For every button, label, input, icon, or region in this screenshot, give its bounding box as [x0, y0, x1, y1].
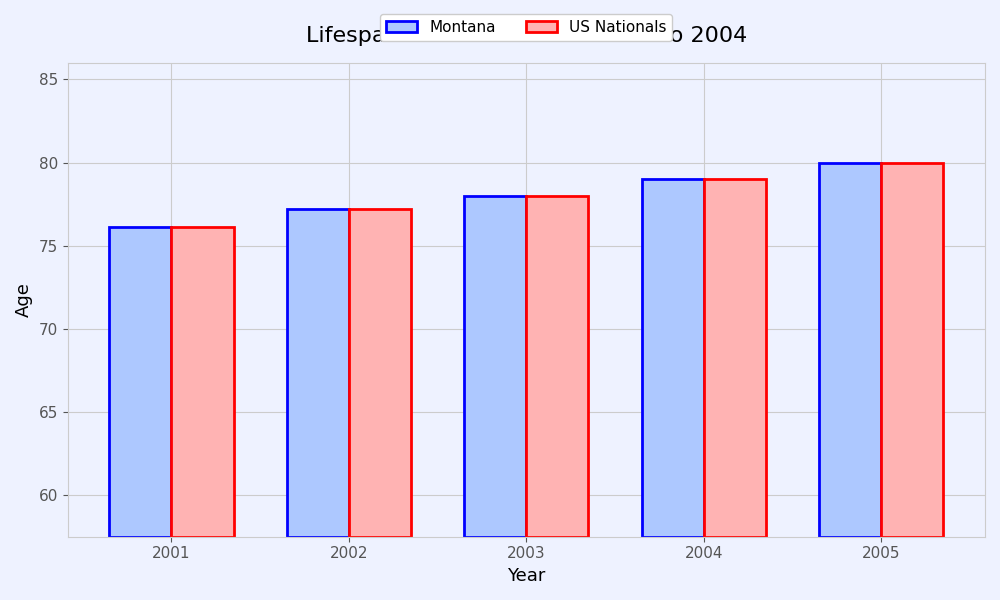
X-axis label: Year: Year: [507, 567, 546, 585]
Y-axis label: Age: Age: [15, 283, 33, 317]
Bar: [642, 179, 704, 537]
Bar: [464, 196, 526, 537]
Bar: [819, 163, 881, 537]
Bar: [109, 227, 171, 537]
Bar: [171, 227, 234, 537]
Bar: [881, 163, 943, 537]
Title: Lifespan in Montana from 1973 to 2004: Lifespan in Montana from 1973 to 2004: [306, 26, 747, 46]
Legend: Montana, US Nationals: Montana, US Nationals: [380, 14, 672, 41]
Bar: [704, 179, 766, 537]
Bar: [287, 209, 349, 537]
Bar: [526, 196, 588, 537]
Bar: [349, 209, 411, 537]
